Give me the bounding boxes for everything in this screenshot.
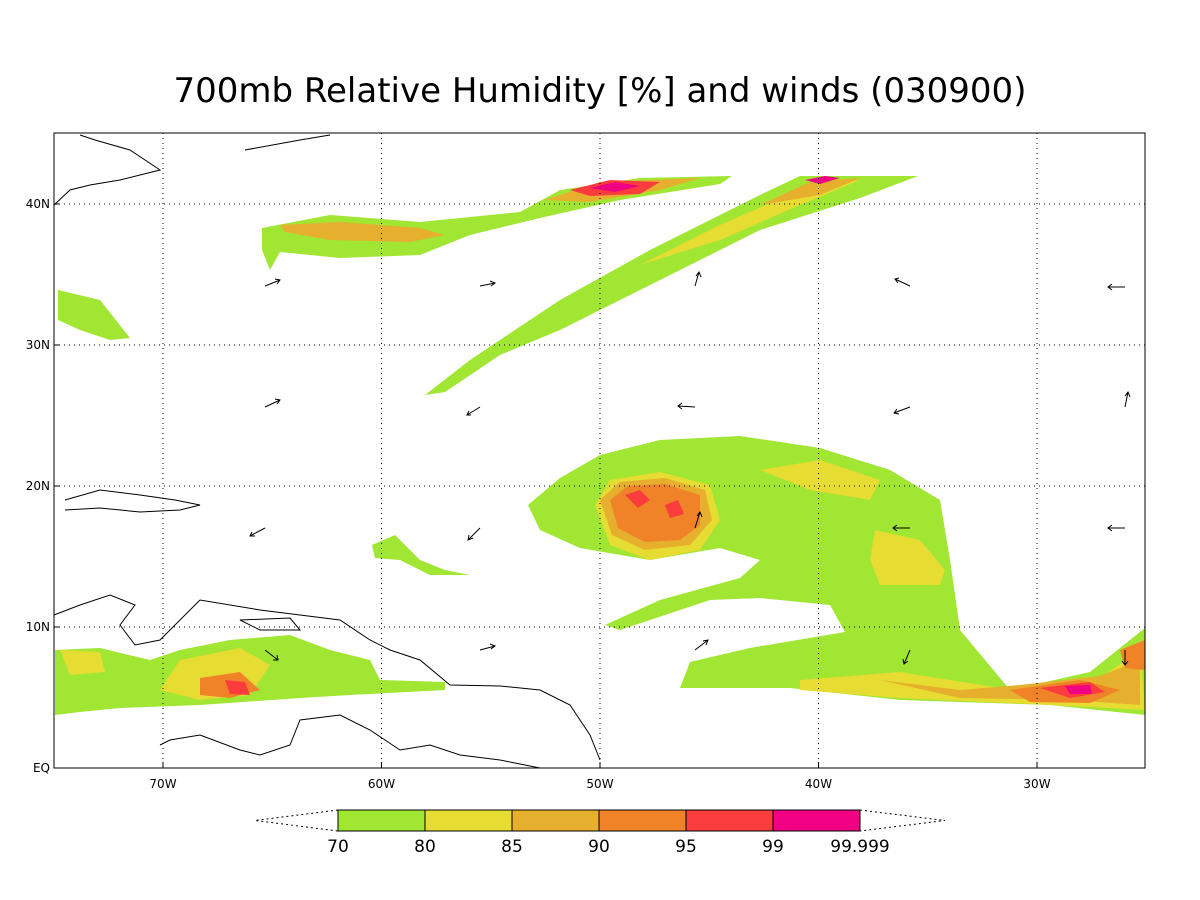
wind-vectors: [249, 270, 1131, 666]
colorbar-box: [337, 809, 426, 832]
humidity-field: [55, 176, 1145, 715]
colorbar-end: [859, 809, 946, 832]
lat-label: 10N: [26, 620, 50, 634]
humidity-contour: [1065, 685, 1092, 694]
colorbar-label: 95: [675, 837, 697, 857]
colorbar-box: [424, 809, 513, 832]
humidity-contour: [60, 650, 105, 675]
colorbar-label: 99.999: [830, 837, 889, 857]
humidity-contour: [625, 490, 650, 508]
humidity-contour: [665, 500, 684, 518]
humidity-contour: [760, 178, 860, 205]
humidity-contour: [760, 460, 880, 500]
humidity-contour: [372, 535, 470, 575]
humidity-contour: [640, 180, 860, 265]
humidity-contour: [590, 182, 640, 192]
humidity-contour: [280, 222, 445, 242]
lon-label: 70W: [149, 777, 176, 791]
lon-label: 30W: [1023, 777, 1050, 791]
humidity-contour: [262, 176, 732, 270]
humidity-contour: [870, 530, 945, 585]
colorbar-box: [598, 809, 687, 832]
humidity-contour: [225, 680, 250, 695]
colorbar-label: 99: [762, 837, 784, 857]
colorbar-box: [685, 809, 774, 832]
lat-label: 30N: [26, 338, 50, 352]
humidity-contour: [805, 176, 840, 184]
colorbar-label: 70: [327, 837, 349, 857]
humidity-contour: [58, 290, 130, 340]
lat-label: 20N: [26, 479, 50, 493]
coastlines: [53, 134, 601, 769]
colorbar-box: [511, 809, 600, 832]
title: 700mb Relative Humidity [%] and winds (0…: [174, 71, 1027, 111]
lon-label: 40W: [805, 777, 832, 791]
colorbar-end: [254, 809, 339, 832]
colorbar-label: 85: [501, 837, 523, 857]
humidity-contour: [425, 176, 918, 395]
lat-label: 40N: [26, 197, 50, 211]
colorbar-label: 80: [414, 837, 436, 857]
lon-label: 50W: [586, 777, 613, 791]
lat-label: EQ: [33, 761, 50, 775]
lon-label: 60W: [368, 777, 395, 791]
colorbar-box: [772, 809, 861, 832]
colorbar-label: 90: [588, 837, 610, 857]
